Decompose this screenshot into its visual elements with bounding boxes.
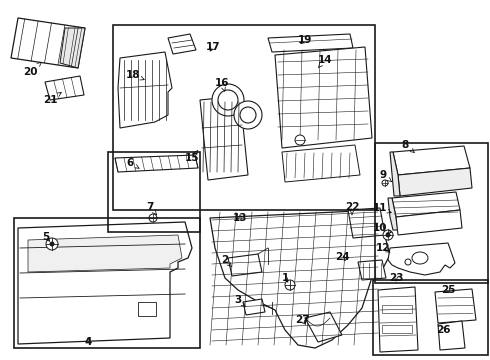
- Polygon shape: [275, 47, 372, 148]
- Text: 22: 22: [345, 202, 359, 215]
- Bar: [382, 325, 412, 333]
- Ellipse shape: [412, 252, 428, 264]
- Polygon shape: [358, 260, 386, 280]
- Ellipse shape: [212, 84, 244, 116]
- Polygon shape: [305, 312, 342, 342]
- Text: 3: 3: [234, 295, 245, 306]
- Text: 11: 11: [373, 203, 391, 213]
- Bar: [375, 143, 488, 283]
- Ellipse shape: [50, 242, 54, 246]
- Polygon shape: [378, 287, 418, 352]
- Text: 23: 23: [389, 273, 403, 283]
- Text: 20: 20: [23, 62, 41, 77]
- Text: 8: 8: [401, 140, 415, 153]
- Ellipse shape: [382, 180, 388, 186]
- Text: 17: 17: [206, 42, 220, 52]
- Ellipse shape: [386, 233, 390, 237]
- Text: 13: 13: [233, 213, 247, 223]
- Bar: [138, 302, 156, 316]
- Ellipse shape: [46, 238, 58, 250]
- Ellipse shape: [234, 101, 262, 129]
- Bar: [108, 152, 200, 232]
- Text: 21: 21: [43, 93, 61, 105]
- Text: 14: 14: [318, 55, 332, 68]
- Text: 2: 2: [221, 255, 232, 266]
- Polygon shape: [393, 146, 470, 175]
- Ellipse shape: [149, 214, 157, 222]
- Bar: [113, 25, 375, 210]
- Ellipse shape: [218, 90, 238, 110]
- Text: 1: 1: [281, 273, 289, 283]
- Polygon shape: [168, 34, 196, 54]
- Bar: [373, 280, 488, 355]
- Ellipse shape: [240, 107, 256, 123]
- Ellipse shape: [383, 230, 393, 240]
- Polygon shape: [348, 208, 385, 238]
- Text: 25: 25: [441, 285, 455, 295]
- Ellipse shape: [405, 259, 411, 265]
- Text: 19: 19: [298, 35, 312, 45]
- Ellipse shape: [285, 280, 295, 290]
- Polygon shape: [398, 168, 472, 196]
- Polygon shape: [438, 321, 465, 350]
- Polygon shape: [200, 96, 248, 180]
- Text: 15: 15: [185, 150, 199, 163]
- Ellipse shape: [295, 135, 305, 145]
- Polygon shape: [390, 152, 400, 196]
- Polygon shape: [118, 52, 172, 128]
- Text: 18: 18: [126, 70, 144, 80]
- Polygon shape: [388, 198, 398, 230]
- Polygon shape: [228, 254, 262, 276]
- Text: 26: 26: [436, 325, 450, 335]
- Polygon shape: [28, 235, 182, 272]
- Text: 16: 16: [215, 78, 229, 91]
- Polygon shape: [115, 155, 198, 172]
- Polygon shape: [45, 76, 84, 100]
- Bar: [382, 305, 412, 313]
- Text: 7: 7: [147, 202, 157, 215]
- Text: 5: 5: [42, 232, 49, 242]
- Polygon shape: [60, 28, 85, 68]
- Text: 12: 12: [376, 243, 390, 253]
- Polygon shape: [243, 299, 265, 315]
- Polygon shape: [388, 243, 455, 275]
- Polygon shape: [435, 289, 476, 323]
- Text: 9: 9: [379, 170, 392, 182]
- Polygon shape: [392, 192, 460, 217]
- Polygon shape: [210, 210, 390, 348]
- Text: 10: 10: [373, 223, 391, 233]
- Polygon shape: [11, 18, 85, 68]
- Polygon shape: [18, 222, 192, 344]
- Text: 6: 6: [126, 158, 139, 168]
- Polygon shape: [396, 210, 462, 235]
- Bar: [14, 218, 200, 348]
- Polygon shape: [268, 34, 353, 52]
- Text: 4: 4: [84, 337, 92, 347]
- Polygon shape: [282, 145, 360, 182]
- Text: 24: 24: [335, 252, 349, 262]
- Text: 27: 27: [294, 315, 309, 325]
